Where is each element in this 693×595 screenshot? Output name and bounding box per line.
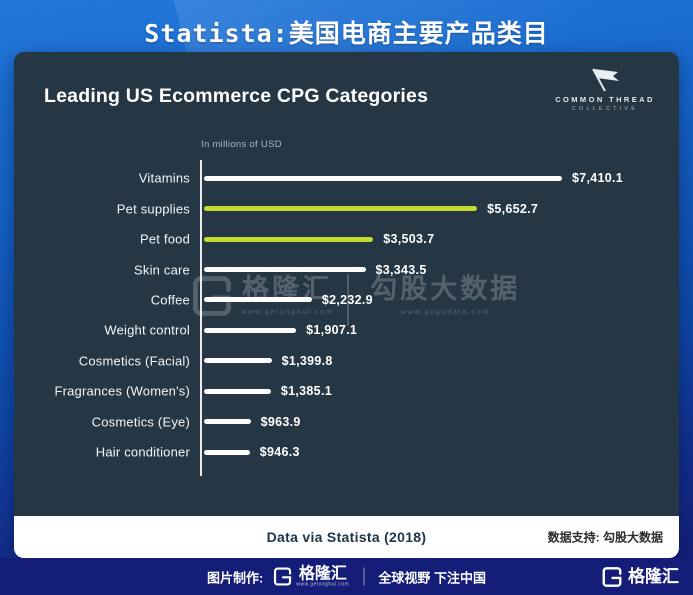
category-label: Cosmetics (Facial) (78, 353, 190, 369)
gelonghui-logo: 格隆汇 www.gelonghui.com (272, 566, 349, 587)
chart-row: Fragrances (Women's) $1,385.1 (14, 376, 679, 406)
bar (204, 419, 251, 425)
made-by-label: 图片制作: (207, 570, 264, 585)
footer-divider (363, 567, 365, 586)
footer-brand-url: www.gelonghui.com (296, 581, 350, 587)
bar (204, 449, 250, 455)
category-label: Pet supplies (116, 201, 190, 217)
chart-row: Hair conditioner $946.3 (14, 437, 679, 467)
bar (204, 297, 312, 303)
axis-line (200, 160, 202, 476)
chart-card-footer: Data via Statista (2018) 数据支持: 勾股大数据 (14, 516, 679, 558)
chart-card-body: Leading US Ecommerce CPG Categories COMM… (14, 52, 679, 516)
chart-title: Leading US Ecommerce CPG Categories (44, 85, 429, 107)
category-label: Skin care (134, 262, 190, 278)
common-thread-logo: COMMON THREAD COLLECTIVE (553, 68, 657, 112)
category-label: Vitamins (138, 170, 190, 186)
value-label: $1,907.1 (306, 323, 358, 338)
chart-row: Pet food $3,503.7 (14, 224, 679, 254)
chart-row: Cosmetics (Eye) $963.9 (14, 407, 679, 437)
value-label: $2,232.9 (321, 292, 373, 307)
footer-slogan: 全球视野 下注中国 (378, 570, 486, 585)
footer-brand-name: 格隆汇 (298, 565, 347, 582)
bar (204, 388, 271, 394)
category-label: Pet food (139, 231, 190, 247)
chart-row: Skin care $3,343.5 (14, 254, 679, 284)
data-source-note: Data via Statista (2018) (266, 529, 427, 545)
bar (204, 267, 366, 273)
gelonghui-g-icon (602, 566, 622, 587)
value-label: $1,399.8 (281, 353, 333, 368)
flag-icon (592, 68, 619, 92)
footer-credit: 图片制作: 格隆汇 www.gelonghui.com 全球视野 下注中国 (207, 566, 486, 588)
value-label: $3,503.7 (383, 232, 435, 247)
page-title: Statista:美国电商主要产品类目 (144, 19, 549, 48)
data-support-note: 数据支持: 勾股大数据 (547, 530, 663, 545)
value-label: $7,410.1 (572, 171, 624, 186)
logo-line1: COMMON THREAD (555, 95, 655, 104)
chart-row: Vitamins $7,410.1 (14, 163, 679, 193)
footer-right-logo: 格隆汇 (601, 566, 679, 588)
chart-row: Weight control $1,907.1 (14, 315, 679, 345)
value-label: $963.9 (260, 414, 301, 429)
bar (204, 358, 272, 364)
logo-line2: COLLECTIVE (571, 106, 639, 112)
bar (204, 206, 478, 212)
chart-row: Cosmetics (Facial) $1,399.8 (14, 346, 679, 376)
value-label: $946.3 (259, 445, 300, 460)
gelonghui-g-icon (273, 567, 291, 586)
bar (204, 175, 562, 181)
chart-card: Leading US Ecommerce CPG Categories COMM… (14, 52, 679, 558)
value-label: $1,385.1 (280, 384, 332, 399)
category-label: Cosmetics (Eye) (91, 414, 190, 430)
category-label: Hair conditioner (95, 444, 190, 460)
category-label: Coffee (150, 292, 190, 308)
value-label: $3,343.5 (375, 262, 427, 277)
bar (204, 327, 297, 333)
chart-row: Coffee $2,232.9 (14, 285, 679, 315)
category-label: Weight control (104, 322, 190, 338)
page-footer: 图片制作: 格隆汇 www.gelonghui.com 全球视野 下注中国 格隆… (0, 558, 693, 595)
chart-rows: Vitamins $7,410.1 Pet supplies $5,652.7 Pet … (14, 163, 679, 467)
footer-right-brand-name: 格隆汇 (628, 567, 679, 586)
units-note: In millions of USD (201, 139, 282, 150)
value-label: $5,652.7 (487, 201, 539, 216)
bar (204, 236, 374, 242)
category-label: Fragrances (Women's) (54, 383, 190, 399)
chart-row: Pet supplies $5,652.7 (14, 193, 679, 223)
